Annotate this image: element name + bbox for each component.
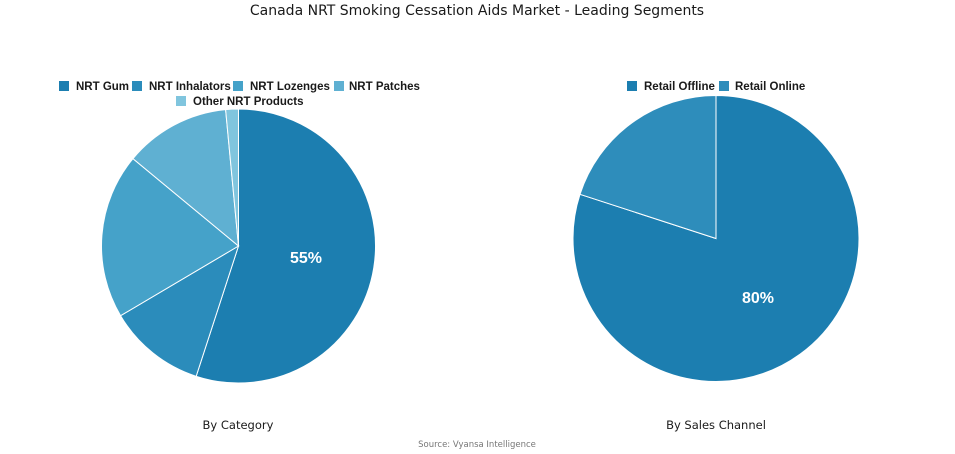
pie-slice-nrt-patches[interactable] <box>132 109 240 248</box>
slice-value-nrt-gum: 55% <box>290 250 322 267</box>
legend-sales-channel: Retail Offline Retail Online <box>627 81 805 93</box>
legend-swatch <box>132 81 142 91</box>
slice-value-retail-offline: 80% <box>742 290 774 307</box>
legend-label: Other NRT Products <box>193 96 304 108</box>
legend-swatch <box>627 81 637 91</box>
legend-label: Retail Offline <box>644 81 715 93</box>
legend-swatch <box>719 81 729 91</box>
pie-category <box>101 108 376 384</box>
source-note: Source: Vyansa Intelligence <box>418 440 536 450</box>
legend-label: NRT Gum <box>76 81 129 93</box>
pie-slice-nrt-gum[interactable] <box>195 108 376 384</box>
legend-label: NRT Patches <box>349 81 420 93</box>
legend-item-nrt-inhalators[interactable]: NRT Inhalators <box>132 81 231 93</box>
legend-label: NRT Inhalators <box>149 81 231 93</box>
legend-item-nrt-patches[interactable]: NRT Patches <box>334 81 420 93</box>
legend-swatch <box>176 96 186 106</box>
legend-category: NRT Gum NRT Inhalators NRT Lozenges NRT … <box>59 81 420 108</box>
legend-item-other-nrt-products[interactable]: Other NRT Products <box>176 96 304 108</box>
legend-item-retail-online[interactable]: Retail Online <box>719 81 805 93</box>
legend-swatch <box>233 81 243 91</box>
legend-label: NRT Lozenges <box>250 81 330 93</box>
legend-item-nrt-lozenges[interactable]: NRT Lozenges <box>233 81 330 93</box>
pie-slice-nrt-inhalators[interactable] <box>119 244 240 377</box>
legend-item-nrt-gum[interactable]: NRT Gum <box>59 81 129 93</box>
legend-swatch <box>334 81 344 91</box>
caption-by-category: By Category <box>203 418 274 432</box>
caption-by-sales-channel: By Sales Channel <box>666 418 766 432</box>
legend-item-retail-offline[interactable]: Retail Offline <box>627 81 715 93</box>
pie-slice-nrt-lozenges[interactable] <box>101 157 240 317</box>
pie-slice-retail-online[interactable] <box>579 94 717 240</box>
chart-title: Canada NRT Smoking Cessation Aids Market… <box>250 3 704 19</box>
pie-slice-other-nrt-products[interactable] <box>225 108 239 247</box>
pie-sales-channel <box>572 94 860 382</box>
legend-swatch <box>59 81 69 91</box>
legend-label: Retail Online <box>735 81 805 93</box>
